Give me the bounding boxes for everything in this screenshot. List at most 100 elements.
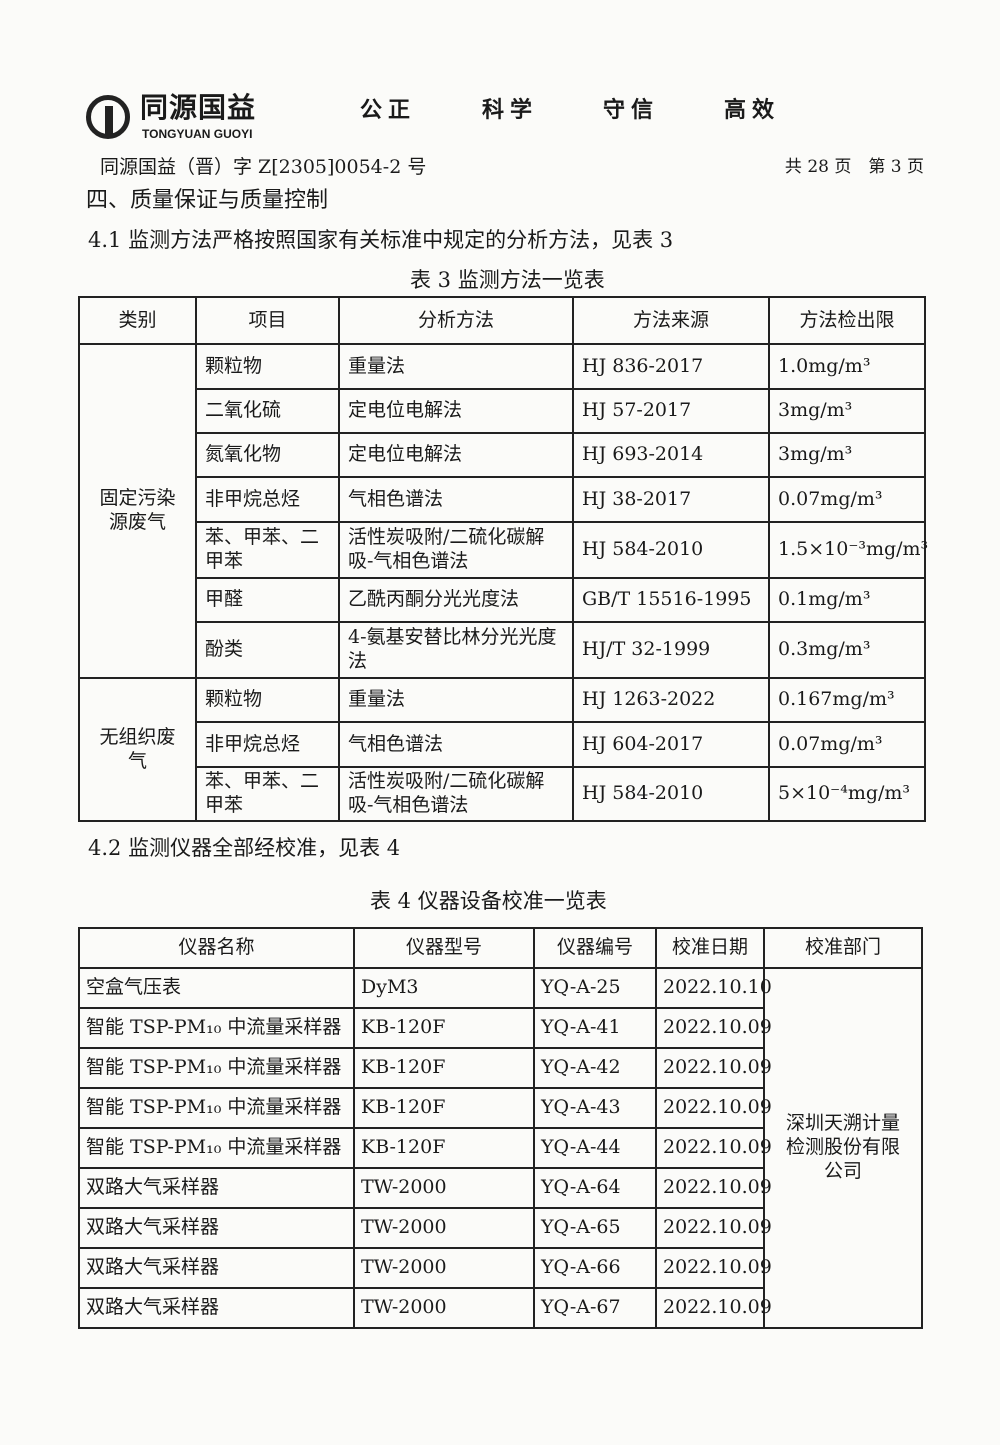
table-row: 非甲烷总烃 气相色谱法 HJ 604-2017 0.07mg/m³ [79,721,926,768]
number-cell: YQ-A-67 [533,1287,657,1329]
model-cell: DyM3 [353,967,535,1009]
date-cell: 2022.10.09 [655,1287,772,1329]
table-row: 空盒气压表 DyM3 YQ-A-25 2022.10.10 深圳天溯计量检测股份有限公司 [78,967,923,1329]
model-cell: KB-120F [353,1087,535,1129]
model-cell: TW-2000 [353,1247,535,1289]
item-cell: 苯、甲苯、二甲苯 [195,766,340,822]
date-cell: 2022.10.09 [655,1247,772,1289]
company-logo-icon [86,95,130,139]
number-cell: YQ-A-64 [533,1167,657,1209]
number-cell: YQ-A-65 [533,1207,657,1249]
category-cell: 无组织废气 [78,677,197,822]
model-cell: KB-120F [353,1007,535,1049]
motto-2: 科学 [482,98,539,123]
source-cell: HJ 604-2017 [572,721,770,768]
paragraph-4-2: 4.2 监测仪器全部经校准，见表 4 [88,836,401,860]
model-cell: TW-2000 [353,1167,535,1209]
name-cell: 双路大气采样器 [78,1247,355,1289]
table-row: 智能 TSP-PM₁₀ 中流量采样器 KB-120F YQ-A-41 2022.10.… [78,1007,922,1049]
source-cell: GB/T 15516-1995 [572,577,770,623]
header-name: 仪器名称 [78,927,355,969]
date-cell: 2022.10.09 [655,1087,772,1129]
limit-cell: 1.5×10⁻³mg/m³ [768,521,928,579]
table3-caption: 表 3 监测方法一览表 [410,268,605,292]
table-row: 双路大气采样器 TW-2000 YQ-A-66 2022.10.09 [78,1247,922,1289]
header-source: 方法来源 [572,296,770,345]
method-cell: 重量法 [338,343,574,390]
number-cell: YQ-A-42 [533,1047,657,1089]
number-cell: YQ-A-25 [533,967,657,1009]
department-cell: 深圳天溯计量检测股份有限公司 [763,967,923,1329]
limit-cell: 5×10⁻⁴mg/m³ [768,766,926,822]
date-cell: 2022.10.09 [655,1047,772,1089]
item-cell: 氮氧化物 [195,432,340,478]
model-cell: KB-120F [353,1127,535,1169]
header-category: 类别 [78,296,197,345]
source-cell: HJ 584-2010 [572,766,770,822]
method-cell: 定电位电解法 [338,388,574,434]
table-row: 苯、甲苯、二甲苯 活性炭吸附/二硫化碳解吸-气相色谱法 HJ 584-2010 1.5… [79,521,928,579]
method-cell: 气相色谱法 [338,721,574,768]
limit-cell: 1.0mg/m³ [768,343,926,390]
item-cell: 颗粒物 [195,343,340,390]
table-row: 非甲烷总烃 气相色谱法 HJ 38-2017 0.07mg/m³ [79,476,926,523]
source-cell: HJ 836-2017 [572,343,770,390]
method-cell: 气相色谱法 [338,476,574,523]
method-cell: 定电位电解法 [338,432,574,478]
instruments-table: 仪器名称 仪器型号 仪器编号 校准日期 校准部门 空盒气压表 DyM3 YQ-A-2… [78,927,923,1329]
number-cell: YQ-A-43 [533,1087,657,1129]
table-row: 智能 TSP-PM₁₀ 中流量采样器 KB-120F YQ-A-42 2022.10.… [78,1047,922,1089]
logo-chinese-name: 同源国益 [140,91,257,124]
limit-cell: 3mg/m³ [768,388,926,434]
logo-english-name: TONGYUAN GUOYI [142,127,253,141]
model-cell: TW-2000 [353,1207,535,1249]
header-limit: 方法检出限 [768,296,926,345]
source-cell: HJ 693-2014 [572,432,770,478]
table-row: 固定污染源废气 颗粒物 重量法 HJ 836-2017 1.0mg/m³ [78,343,926,679]
table-row: 双路大气采样器 TW-2000 YQ-A-64 2022.10.09 [78,1167,922,1209]
header-method: 分析方法 [338,296,574,345]
paragraph-4-1: 4.1 监测方法严格按照国家有关标准中规定的分析方法，见表 3 [88,228,674,252]
table-row: 智能 TSP-PM₁₀ 中流量采样器 KB-120F YQ-A-43 2022.10.… [78,1087,922,1129]
document-number: 同源国益（晋）字 Z[2305]0054-2 号 [100,156,427,178]
table-header-row: 类别 项目 分析方法 方法来源 方法检出限 [78,296,926,345]
source-cell: HJ 1263-2022 [572,677,770,723]
motto-4: 高效 [724,98,781,123]
source-cell: HJ 38-2017 [572,476,770,523]
header-date: 校准日期 [655,927,765,969]
section-title: 四、质量保证与质量控制 [86,188,329,213]
table-row: 甲醛 乙酰丙酮分光光度法 GB/T 15516-1995 0.1mg/m³ [79,577,926,623]
method-cell: 活性炭吸附/二硫化碳解吸-气相色谱法 [338,766,574,822]
header-item: 项目 [195,296,340,345]
table-row: 酚类 4-氨基安替比林分光光度法 HJ/T 32-1999 0.3mg/m³ [79,621,926,679]
model-cell: TW-2000 [353,1287,535,1329]
page-info: 共 28 页 第 3 页 [784,157,924,177]
methods-table: 类别 项目 分析方法 方法来源 方法检出限 固定污染源废气 颗粒物 重量法 HJ 83… [78,296,928,822]
table-row: 双路大气采样器 TW-2000 YQ-A-67 2022.10.09 [78,1287,922,1329]
category-cell: 固定污染源废气 [78,343,197,679]
limit-cell: 0.1mg/m³ [768,577,926,623]
name-cell: 智能 TSP-PM₁₀ 中流量采样器 [78,1047,355,1089]
item-cell: 酚类 [195,621,340,679]
table4-caption: 表 4 仪器设备校准一览表 [370,889,607,913]
number-cell: YQ-A-41 [533,1007,657,1049]
name-cell: 双路大气采样器 [78,1287,355,1329]
name-cell: 智能 TSP-PM₁₀ 中流量采样器 [78,1007,355,1049]
limit-cell: 0.07mg/m³ [768,721,926,768]
name-cell: 空盒气压表 [78,967,355,1009]
item-cell: 颗粒物 [195,677,340,723]
header-department: 校准部门 [763,927,923,969]
motto-1: 公正 [360,98,417,123]
date-cell: 2022.10.09 [655,1167,772,1209]
table-header-row: 仪器名称 仪器型号 仪器编号 校准日期 校准部门 [78,927,923,969]
limit-cell: 0.3mg/m³ [768,621,926,679]
source-cell: HJ/T 32-1999 [572,621,770,679]
table-row: 双路大气采样器 TW-2000 YQ-A-65 2022.10.09 [78,1207,922,1249]
header-model: 仪器型号 [353,927,535,969]
date-cell: 2022.10.10 [655,967,772,1009]
method-cell: 乙酰丙酮分光光度法 [338,577,574,623]
limit-cell: 0.167mg/m³ [768,677,926,723]
model-cell: KB-120F [353,1047,535,1089]
item-cell: 非甲烷总烃 [195,721,340,768]
date-cell: 2022.10.09 [655,1207,772,1249]
